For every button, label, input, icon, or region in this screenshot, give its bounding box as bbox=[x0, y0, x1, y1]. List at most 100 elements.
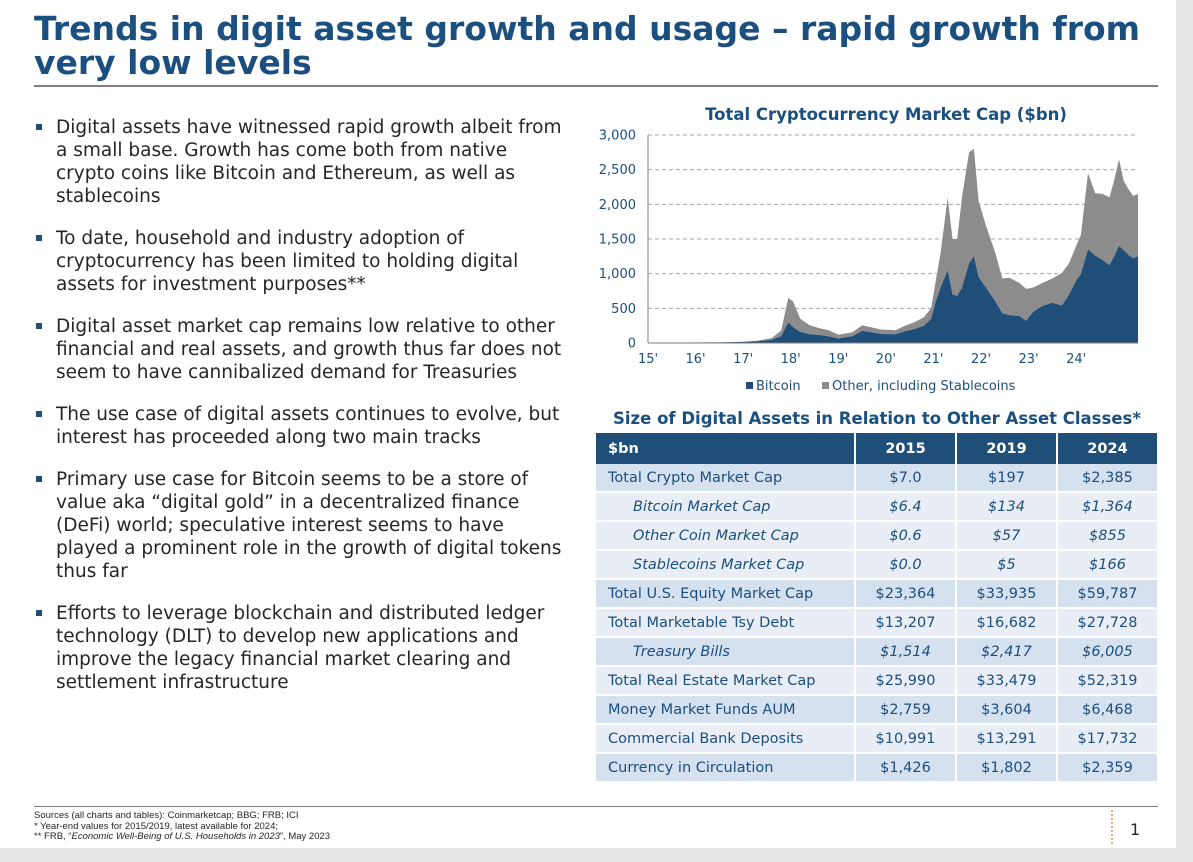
table-cell: $6.4 bbox=[855, 492, 957, 522]
row-label: Other Coin Market Cap bbox=[596, 521, 856, 551]
table-cell: $27,728 bbox=[1057, 608, 1159, 638]
table-row: Bitcoin Market Cap $6.4 $134 $1,364 bbox=[596, 492, 1159, 522]
footer-divider bbox=[34, 806, 1158, 807]
table-cell: $2,417 bbox=[956, 637, 1058, 667]
table-row: Total Crypto Market Cap $7.0 $197 $2,385 bbox=[596, 464, 1159, 493]
footnotes: Sources (all charts and tables): Coinmar… bbox=[34, 810, 331, 843]
x-tick-label: 18' bbox=[781, 352, 801, 367]
table-cell: $6,468 bbox=[1057, 695, 1159, 725]
table-cell: $855 bbox=[1057, 521, 1159, 551]
page-number-separator bbox=[1111, 810, 1113, 844]
footnote-frb-suffix: ”, May 2023 bbox=[279, 831, 331, 842]
table-cell: $0.0 bbox=[855, 550, 957, 580]
table-cell: $23,364 bbox=[855, 579, 957, 609]
bullet-item: The use case of digital assets continues… bbox=[34, 403, 564, 449]
x-tick-label: 20' bbox=[876, 352, 896, 367]
row-label: Money Market Funds AUM bbox=[596, 695, 856, 725]
table-cell: $10,991 bbox=[855, 724, 957, 754]
footnote-frb-prefix: ** FRB, “ bbox=[34, 831, 72, 842]
footnote-frb-title: Economic Well-Being of U.S. Households i… bbox=[71, 831, 280, 842]
table-cell: $6,005 bbox=[1057, 637, 1159, 667]
row-label: Commercial Bank Deposits bbox=[596, 724, 856, 754]
x-tick-label: 17' bbox=[733, 352, 753, 367]
series-area-bitcoin bbox=[648, 245, 1138, 343]
row-label: Total Real Estate Market Cap bbox=[596, 666, 856, 696]
table-cell: $17,732 bbox=[1057, 724, 1159, 754]
table-cell: $13,207 bbox=[855, 608, 957, 638]
y-tick-label: 3,000 bbox=[599, 129, 636, 144]
x-tick-label: 16' bbox=[686, 352, 706, 367]
y-tick-label: 0 bbox=[628, 337, 636, 352]
y-tick-label: 500 bbox=[611, 302, 636, 317]
table-cell: $2,759 bbox=[855, 695, 957, 725]
table-cell: $2,359 bbox=[1057, 753, 1159, 783]
bullet-marker-icon bbox=[36, 235, 42, 241]
x-tick-label: 24' bbox=[1066, 352, 1086, 367]
bullet-marker-icon bbox=[36, 476, 42, 482]
x-tick-label: 19' bbox=[828, 352, 848, 367]
bullet-text: The use case of digital assets continues… bbox=[56, 404, 560, 448]
series-area-other bbox=[648, 148, 1138, 343]
table-cell: $1,364 bbox=[1057, 492, 1159, 522]
bullet-text: Primary use case for Bitcoin seems to be… bbox=[56, 469, 562, 582]
table-row: Money Market Funds AUM $2,759 $3,604 $6,… bbox=[596, 695, 1159, 725]
bullet-item: To date, household and industry adoption… bbox=[34, 227, 564, 296]
row-label: Total U.S. Equity Market Cap bbox=[596, 579, 856, 609]
bullet-text: Digital assets have witnessed rapid grow… bbox=[56, 117, 562, 207]
slide: Trends in digit asset growth and usage –… bbox=[0, 0, 1176, 848]
page-title: Trends in digit asset growth and usage –… bbox=[34, 9, 1141, 82]
asset-classes-table: $bn 2015 2019 2024 Total Crypto Market C… bbox=[596, 433, 1159, 783]
table-header-row: $bn 2015 2019 2024 bbox=[596, 433, 1159, 464]
table-cell: $197 bbox=[956, 464, 1058, 493]
column-header: 2024 bbox=[1057, 433, 1159, 464]
x-tick-label: 21' bbox=[923, 352, 943, 367]
column-header: 2015 bbox=[855, 433, 957, 464]
row-label: Total Crypto Market Cap bbox=[596, 464, 856, 493]
row-label: Treasury Bills bbox=[596, 637, 856, 667]
bullet-marker-icon bbox=[36, 610, 42, 616]
x-tick-label: 23' bbox=[1019, 352, 1039, 367]
y-tick-label: 2,500 bbox=[599, 163, 636, 178]
title-divider bbox=[34, 85, 1158, 87]
bullet-item: Digital asset market cap remains low rel… bbox=[34, 315, 564, 384]
legend-label-other: Other, including Stablecoins bbox=[832, 379, 1016, 394]
table-row: Commercial Bank Deposits $10,991 $13,291… bbox=[596, 724, 1159, 754]
bullet-text: Digital asset market cap remains low rel… bbox=[56, 316, 562, 383]
row-label: Total Marketable Tsy Debt bbox=[596, 608, 856, 638]
bullet-marker-icon bbox=[36, 124, 42, 130]
bullet-item: Efforts to leverage blockchain and distr… bbox=[34, 602, 564, 694]
table-cell: $2,385 bbox=[1057, 464, 1159, 493]
y-tick-label: 1,000 bbox=[599, 267, 636, 282]
table-cell: $134 bbox=[956, 492, 1058, 522]
table-cell: $33,479 bbox=[956, 666, 1058, 696]
table-row: Treasury Bills $1,514 $2,417 $6,005 bbox=[596, 637, 1159, 667]
table-row: Total Marketable Tsy Debt $13,207 $16,68… bbox=[596, 608, 1159, 638]
table-cell: $13,291 bbox=[956, 724, 1058, 754]
y-tick-label: 1,500 bbox=[599, 233, 636, 248]
bullet-item: Digital assets have witnessed rapid grow… bbox=[34, 116, 564, 208]
table-cell: $166 bbox=[1057, 550, 1159, 580]
table-cell: $1,802 bbox=[956, 753, 1058, 783]
table-cell: $0.6 bbox=[855, 521, 957, 551]
bullet-text: Efforts to leverage blockchain and distr… bbox=[56, 603, 545, 693]
legend-label-bitcoin: Bitcoin bbox=[756, 379, 801, 394]
table-cell: $25,990 bbox=[855, 666, 957, 696]
table-cell: $59,787 bbox=[1057, 579, 1159, 609]
footnote-year-end: * Year-end values for 2015/2019, latest … bbox=[34, 820, 279, 832]
bullet-item: Primary use case for Bitcoin seems to be… bbox=[34, 468, 564, 583]
table-row: Total U.S. Equity Market Cap $23,364 $33… bbox=[596, 579, 1159, 609]
column-header: 2019 bbox=[956, 433, 1058, 464]
table-cell: $3,604 bbox=[956, 695, 1058, 725]
bullet-marker-icon bbox=[36, 411, 42, 417]
row-label: Stablecoins Market Cap bbox=[596, 550, 856, 580]
table-cell: $5 bbox=[956, 550, 1058, 580]
row-label: Currency in Circulation bbox=[596, 753, 856, 783]
legend-swatch-bitcoin bbox=[746, 382, 753, 389]
table-title: Size of Digital Assets in Relation to Ot… bbox=[613, 409, 1141, 428]
table-cell: $16,682 bbox=[956, 608, 1058, 638]
bullet-marker-icon bbox=[36, 323, 42, 329]
table-cell: $1,426 bbox=[855, 753, 957, 783]
column-header: $bn bbox=[596, 433, 856, 464]
table-row: Stablecoins Market Cap $0.0 $5 $166 bbox=[596, 550, 1159, 580]
x-tick-label: 22' bbox=[971, 352, 991, 367]
